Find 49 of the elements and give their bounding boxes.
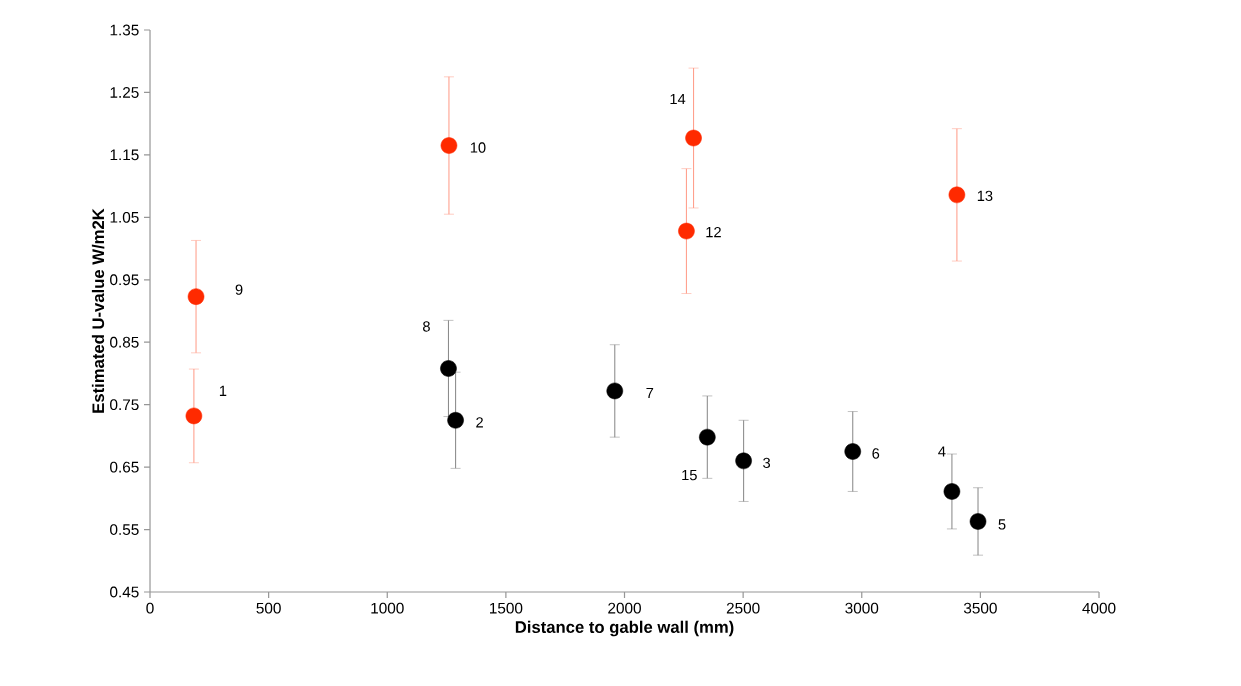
y-tick-label: 0.85 [110,336,139,348]
x-tick-label: 3500 [963,602,997,614]
point [943,483,961,500]
point [948,186,966,204]
annotation: 4 [938,446,946,457]
annotation: 15 [682,470,697,481]
annotation: 10 [470,142,486,153]
point [606,382,624,400]
x-tick-label: 3000 [845,602,879,614]
annotation: 13 [977,190,993,202]
point [699,428,716,446]
x-tick-label: 4000 [1082,602,1116,614]
point [735,452,752,470]
y-tick-label: 1.15 [110,149,139,161]
annotation: 5 [998,519,1006,530]
y-axis-title: Estimated U-value W/m2K [91,208,105,413]
x-tick-label: 2000 [608,602,641,614]
annotation: 12 [706,226,721,238]
annotation: 2 [476,417,483,428]
annotation: 14 [670,94,686,105]
y-tick-label: 0.75 [110,399,139,411]
x-tick-label: 1000 [371,602,404,614]
annotation: 3 [763,457,771,469]
y-tick-label: 0.65 [110,461,139,473]
point [447,412,464,429]
point [844,443,862,460]
x-axis-title: Distance to gable wall (mm) [515,620,734,637]
point [678,222,695,240]
annotation: 1 [219,385,227,396]
annotation: 6 [872,448,880,459]
annotation: 7 [646,387,654,398]
y-tick-label: 0.55 [110,524,139,535]
y-tick-label: 1.25 [110,87,139,98]
x-tick-label: 500 [256,602,281,614]
point [185,407,203,425]
annotation: 8 [423,321,430,332]
point [187,288,205,305]
point [440,360,457,377]
y-tick-label: 1.35 [110,24,139,36]
annotation: 9 [235,284,243,295]
x-tick-label: 2500 [726,602,760,614]
point [969,513,987,530]
y-tick-label: 0.45 [110,586,139,598]
x-tick-label: 1500 [490,602,523,614]
point [440,137,458,154]
y-tick-label: 0.95 [110,274,139,286]
x-tick-label: 0 [146,602,154,614]
y-tick-label: 1.05 [110,211,139,223]
point [685,129,702,147]
